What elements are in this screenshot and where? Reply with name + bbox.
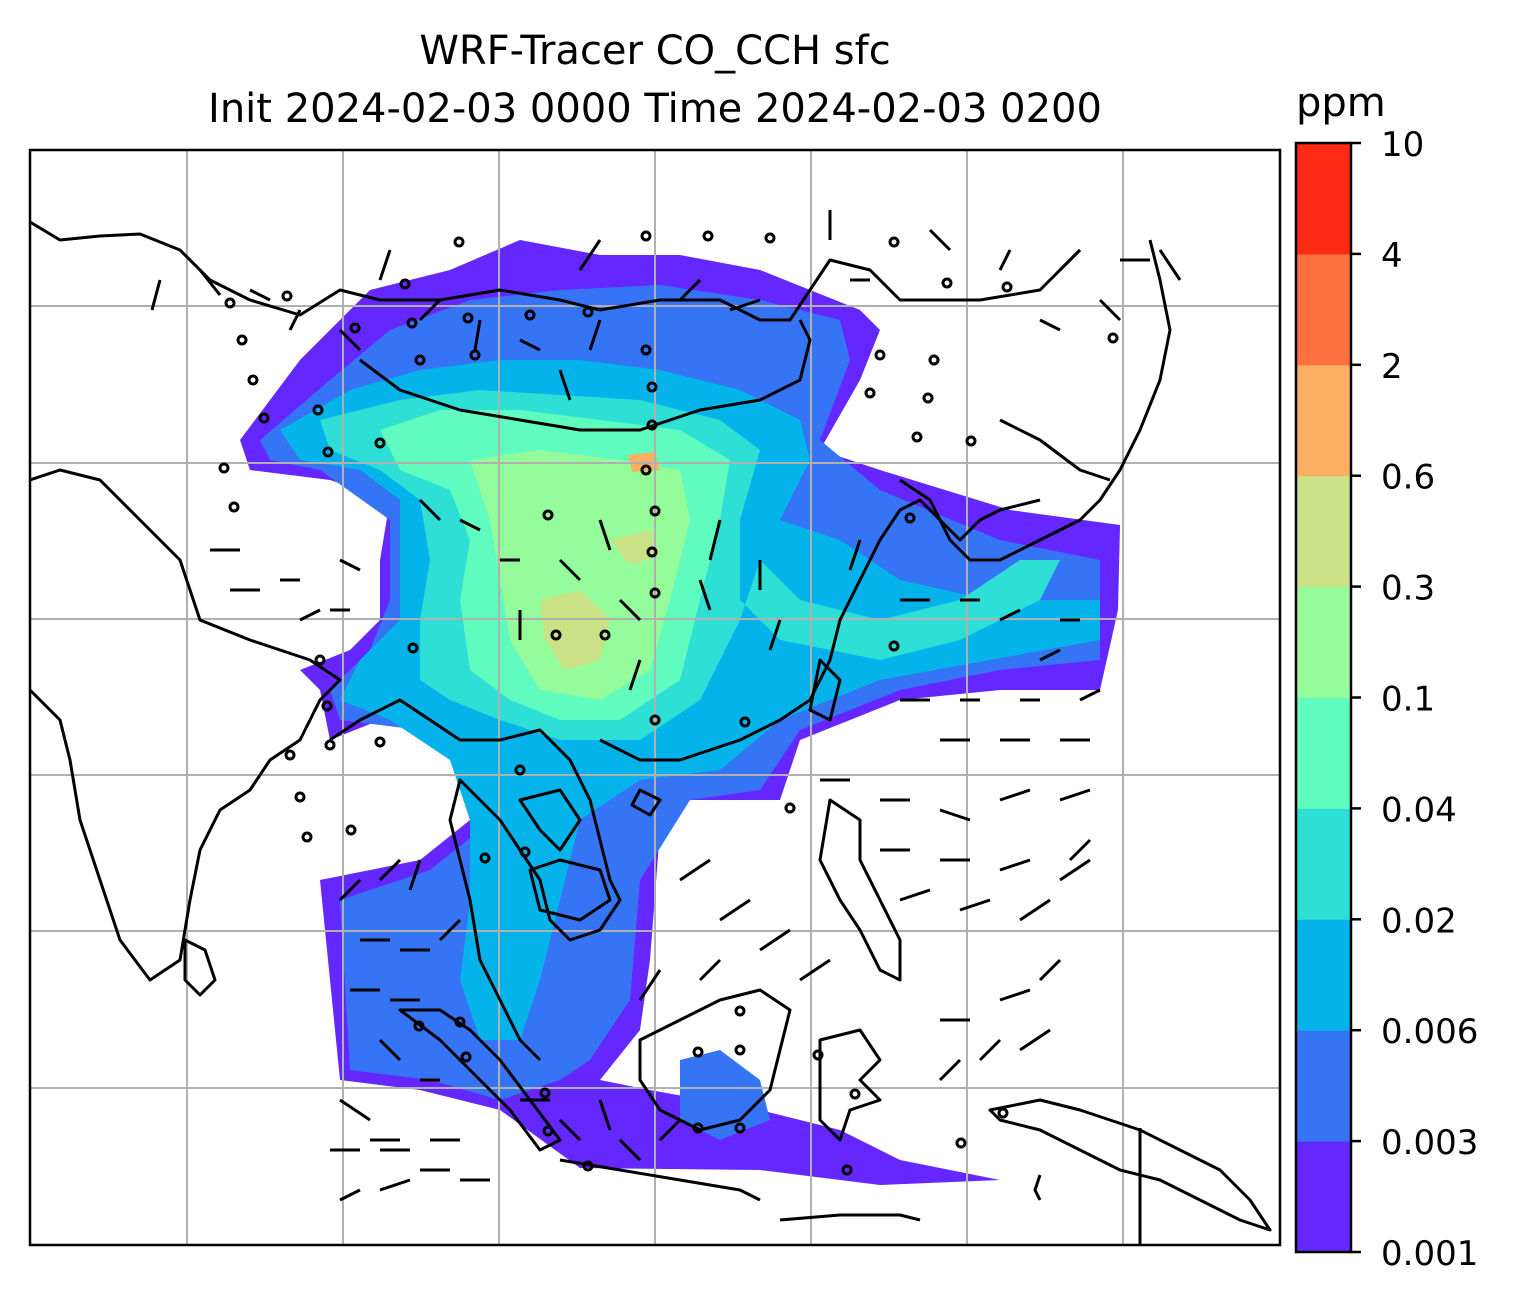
colorbar-swatch <box>1296 697 1351 809</box>
coastlines <box>30 220 1272 1245</box>
calm-wind-markers <box>218 230 1119 1176</box>
colorbar-swatch <box>1296 253 1351 366</box>
map-title: WRF-Tracer CO_CCH sfc <box>419 28 891 74</box>
map-subtitle: Init 2024-02-03 0000 Time 2024-02-03 020… <box>208 86 1102 132</box>
colorbar-tick-label: 4 <box>1381 236 1403 276</box>
colorbar-tick-label: 10 <box>1381 125 1424 165</box>
colorbar-tick-label: 0.1 <box>1381 680 1435 720</box>
colorbar-swatch <box>1296 1141 1351 1253</box>
colorbar: 0.001 0.003 0.006 0.02 0.04 0.1 0.3 0.6 2 4 10 <box>1294 125 1478 1274</box>
colorbar-tick-label: 2 <box>1381 347 1403 387</box>
colorbar-unit: ppm <box>1296 80 1386 126</box>
colorbar-tick-label: 0.02 <box>1381 901 1457 941</box>
colorbar-tick-label: 0.3 <box>1381 569 1435 609</box>
colorbar-swatch <box>1296 1030 1351 1142</box>
graticule <box>30 150 1280 1245</box>
colorbar-swatch <box>1296 586 1351 698</box>
colorbar-tick-label: 0.003 <box>1381 1123 1478 1163</box>
colorbar-swatch <box>1296 808 1351 920</box>
wind-barbs <box>150 210 1182 1202</box>
map-panel <box>30 150 1280 1245</box>
colorbar-tick-label: 0.6 <box>1381 458 1435 498</box>
colorbar-tick-label: 0.04 <box>1381 790 1457 830</box>
colorbar-swatch <box>1296 475 1351 588</box>
colorbar-tick-label: 0.001 <box>1381 1234 1478 1274</box>
colorbar-tick-label: 0.006 <box>1381 1012 1478 1052</box>
colorbar-swatch <box>1296 364 1351 477</box>
map-frame <box>28 148 1282 1247</box>
colorbar-swatch <box>1296 919 1351 1031</box>
colorbar-swatch <box>1296 143 1351 255</box>
